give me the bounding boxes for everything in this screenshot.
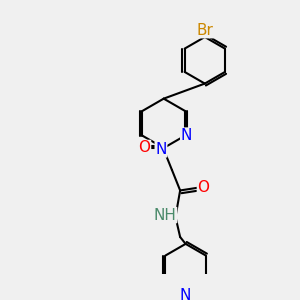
Text: N: N	[181, 128, 192, 143]
Text: N: N	[180, 288, 191, 300]
Text: Br: Br	[196, 22, 213, 38]
Text: NH: NH	[154, 208, 176, 223]
Text: O: O	[139, 140, 151, 155]
Text: O: O	[197, 180, 209, 195]
Text: N: N	[155, 142, 167, 157]
